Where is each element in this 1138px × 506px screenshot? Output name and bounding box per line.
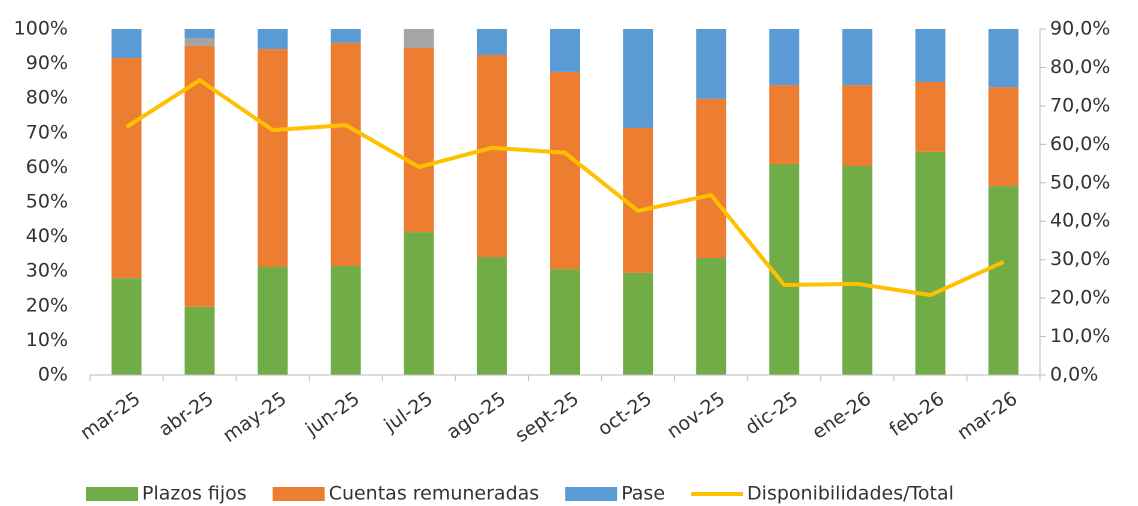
bar-segment bbox=[988, 87, 1019, 187]
bar-segment bbox=[111, 58, 142, 279]
legend-label: Disponibilidades/Total bbox=[747, 483, 954, 505]
x-tick-label: abr-25 bbox=[155, 388, 218, 441]
bar-segment bbox=[403, 48, 434, 233]
line-series bbox=[125, 78, 1005, 298]
y-tick-label: 70% bbox=[26, 121, 68, 143]
y2-tick-label: 80,0% bbox=[1050, 56, 1110, 78]
bar-segment bbox=[476, 257, 507, 375]
legend-label: Cuentas remuneradas bbox=[329, 483, 540, 505]
y-tick-label: 60% bbox=[26, 156, 68, 178]
bar-segment bbox=[330, 29, 361, 43]
legend-swatch bbox=[565, 487, 618, 501]
bar-segment bbox=[257, 29, 288, 50]
legend-swatch bbox=[86, 487, 138, 501]
bar-segment bbox=[623, 29, 654, 128]
bar-segment bbox=[111, 29, 142, 59]
bar-segment bbox=[988, 29, 1019, 88]
y-tick-label: 80% bbox=[26, 87, 68, 109]
y-tick-label: 40% bbox=[26, 225, 68, 247]
y2-tick-label: 10,0% bbox=[1050, 325, 1110, 347]
bar-segment bbox=[330, 266, 361, 375]
bar-segment bbox=[696, 258, 727, 375]
bar-segment bbox=[111, 278, 142, 375]
bar-segment bbox=[257, 267, 288, 375]
x-tick-label: mar-25 bbox=[76, 388, 144, 445]
bar-segment bbox=[915, 151, 946, 375]
x-tick-label: may-25 bbox=[219, 388, 291, 447]
bar-segment bbox=[184, 29, 215, 38]
bar-segment bbox=[623, 272, 654, 375]
y-tick-label: 90% bbox=[26, 52, 68, 74]
y-tick-label: 100% bbox=[14, 18, 68, 40]
bar-segment bbox=[476, 29, 507, 55]
x-tick-label: sept-25 bbox=[511, 388, 583, 447]
y-tick-label: 0% bbox=[38, 364, 68, 386]
y2-tick-label: 30,0% bbox=[1050, 248, 1110, 270]
bar-segment bbox=[476, 54, 507, 258]
x-tick-label: oct-25 bbox=[594, 388, 656, 441]
x-tick-label: jul-25 bbox=[379, 388, 436, 437]
legend-swatch bbox=[272, 487, 325, 501]
x-tick-label: mar-26 bbox=[953, 388, 1021, 445]
x-tick-label: ene-26 bbox=[808, 388, 875, 444]
bar-segment bbox=[915, 29, 946, 82]
bar-segment bbox=[842, 85, 873, 167]
bar-segment bbox=[257, 49, 288, 268]
y-tick-label: 10% bbox=[26, 329, 68, 351]
y2-tick-label: 0,0% bbox=[1050, 364, 1098, 386]
x-tick-label: jun-25 bbox=[301, 388, 364, 441]
y-tick-label: 30% bbox=[26, 260, 68, 282]
x-tick-label: ago-25 bbox=[443, 388, 510, 444]
y2-tick-label: 20,0% bbox=[1050, 287, 1110, 309]
bar-segment bbox=[696, 98, 727, 259]
bar-segment bbox=[550, 71, 580, 270]
y2-tick-label: 70,0% bbox=[1050, 94, 1110, 116]
x-tick-label: feb-26 bbox=[885, 388, 948, 441]
x-tick-label: dic-25 bbox=[741, 388, 802, 440]
bar-segment bbox=[184, 37, 215, 46]
bar-segment bbox=[769, 29, 800, 86]
bar-segment bbox=[769, 85, 800, 164]
bar-segment bbox=[696, 29, 727, 99]
y-tick-label: 20% bbox=[26, 294, 68, 316]
x-tick-label: nov-25 bbox=[663, 388, 729, 444]
bar-segment bbox=[842, 166, 873, 375]
legend-label: Pase bbox=[621, 483, 665, 505]
y-tick-label: 50% bbox=[26, 191, 68, 213]
bar-segment bbox=[330, 42, 361, 267]
bar-segment bbox=[550, 269, 580, 375]
bar-segment bbox=[184, 45, 215, 307]
bar-segment bbox=[403, 232, 434, 375]
bar-segment bbox=[403, 29, 434, 49]
bar-segment bbox=[842, 29, 873, 86]
y2-tick-label: 90,0% bbox=[1050, 18, 1110, 40]
bar-segment bbox=[184, 306, 215, 375]
legend-label: Plazos fijos bbox=[142, 483, 247, 505]
bar-segment bbox=[769, 163, 800, 375]
bar-segment bbox=[915, 81, 946, 152]
bar-segment bbox=[988, 186, 1019, 375]
y2-tick-label: 40,0% bbox=[1050, 210, 1110, 232]
bar-segment bbox=[550, 29, 580, 72]
y2-tick-label: 60,0% bbox=[1050, 133, 1110, 155]
y2-tick-label: 50,0% bbox=[1050, 171, 1110, 193]
